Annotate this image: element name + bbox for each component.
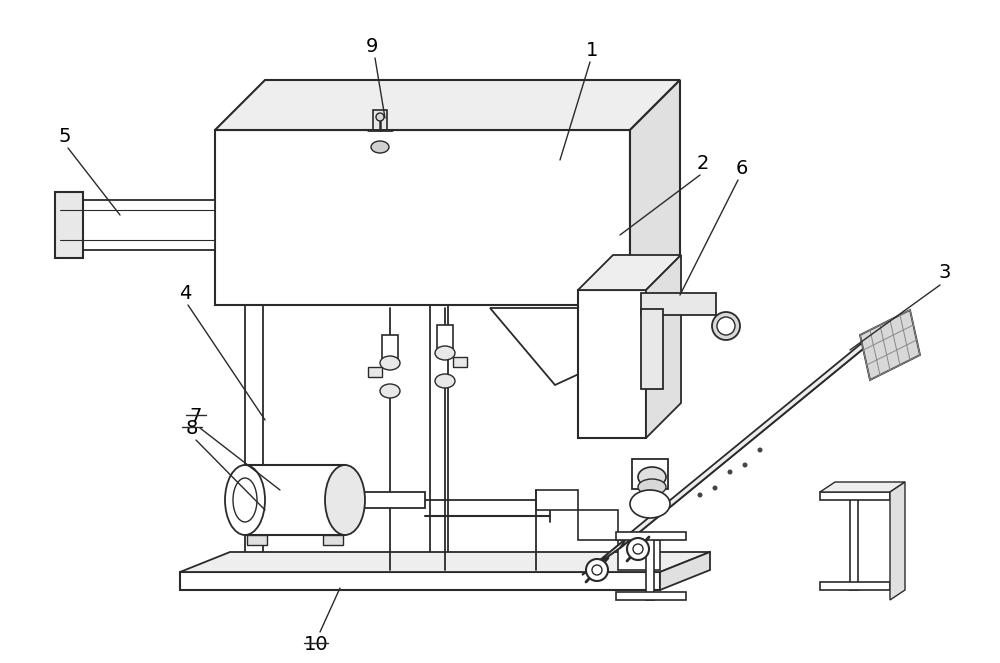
Text: 8: 8 xyxy=(186,418,198,438)
Circle shape xyxy=(586,559,608,581)
Bar xyxy=(245,295,263,570)
Ellipse shape xyxy=(380,384,400,398)
Bar xyxy=(850,490,858,590)
Polygon shape xyxy=(578,255,681,290)
Circle shape xyxy=(728,469,732,475)
Bar xyxy=(373,110,387,130)
Text: 3: 3 xyxy=(939,263,951,282)
Ellipse shape xyxy=(638,479,666,495)
Circle shape xyxy=(633,544,643,554)
Bar xyxy=(646,535,654,600)
Polygon shape xyxy=(582,335,880,575)
Bar xyxy=(430,295,448,570)
Bar xyxy=(820,492,890,500)
Polygon shape xyxy=(646,255,681,438)
Bar xyxy=(80,200,215,250)
Bar xyxy=(382,335,398,363)
Text: 7: 7 xyxy=(190,406,202,426)
Polygon shape xyxy=(660,552,710,590)
Text: 5: 5 xyxy=(59,127,71,145)
Polygon shape xyxy=(215,80,680,130)
Polygon shape xyxy=(620,283,670,355)
Polygon shape xyxy=(890,482,905,600)
Bar xyxy=(215,130,630,305)
Text: 1: 1 xyxy=(586,40,598,60)
Bar xyxy=(247,535,267,545)
Text: 4: 4 xyxy=(179,284,191,302)
Polygon shape xyxy=(578,510,618,540)
Ellipse shape xyxy=(435,374,455,388)
Bar xyxy=(641,309,663,389)
Bar xyxy=(323,535,343,545)
Text: 6: 6 xyxy=(736,158,748,178)
Ellipse shape xyxy=(325,465,365,535)
Polygon shape xyxy=(620,320,890,548)
Polygon shape xyxy=(490,308,620,385)
Text: 2: 2 xyxy=(697,154,709,172)
Bar xyxy=(345,492,425,508)
Ellipse shape xyxy=(435,346,455,360)
Bar xyxy=(641,293,716,315)
Text: 9: 9 xyxy=(366,36,378,56)
Polygon shape xyxy=(630,80,680,305)
Circle shape xyxy=(717,317,735,335)
Polygon shape xyxy=(820,482,905,492)
Bar xyxy=(616,592,686,600)
Bar xyxy=(368,367,382,377)
Ellipse shape xyxy=(233,478,257,522)
Ellipse shape xyxy=(638,467,666,487)
Circle shape xyxy=(627,538,649,560)
Bar xyxy=(453,357,467,367)
Polygon shape xyxy=(860,310,920,380)
Circle shape xyxy=(758,448,763,453)
Circle shape xyxy=(712,485,718,491)
Bar xyxy=(616,532,686,540)
Bar xyxy=(578,290,646,438)
Ellipse shape xyxy=(630,490,670,518)
Circle shape xyxy=(712,312,740,340)
Circle shape xyxy=(698,493,702,497)
Bar xyxy=(820,582,890,590)
Bar xyxy=(632,459,668,489)
Bar xyxy=(180,572,660,590)
Text: 10: 10 xyxy=(304,634,328,654)
Circle shape xyxy=(376,113,384,121)
Bar xyxy=(245,465,345,535)
Ellipse shape xyxy=(380,356,400,370)
Polygon shape xyxy=(618,540,660,570)
Ellipse shape xyxy=(225,465,265,535)
Ellipse shape xyxy=(371,141,389,153)
Bar xyxy=(437,325,453,353)
Polygon shape xyxy=(180,552,710,572)
Bar xyxy=(55,192,83,258)
Polygon shape xyxy=(536,490,578,510)
Circle shape xyxy=(742,463,748,467)
Circle shape xyxy=(592,565,602,575)
